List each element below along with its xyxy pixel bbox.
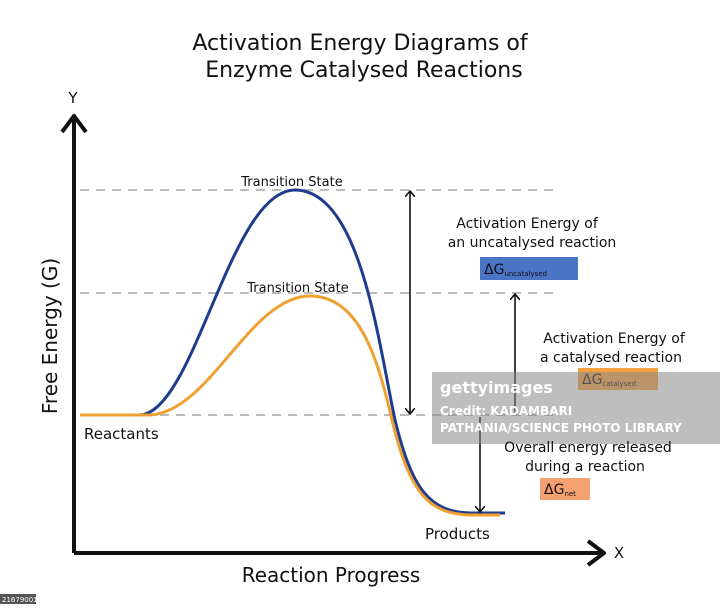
- delta-symbol: ΔG: [544, 482, 564, 498]
- x-axis-label: Reaction Progress: [242, 563, 421, 587]
- products-label: Products: [425, 525, 490, 543]
- uncatalysed-curve: [80, 188, 505, 515]
- delta-box: [540, 478, 590, 500]
- delta-label: ΔGnet: [544, 482, 576, 498]
- title-line: Activation Energy Diagrams of: [192, 31, 529, 56]
- reactants-label: Reactants: [84, 425, 159, 443]
- x-letter: X: [614, 544, 624, 562]
- annotation-line: Overall energy released: [504, 440, 672, 456]
- delta-label: ΔGuncatalysed: [484, 262, 547, 278]
- y-letter: Y: [67, 89, 78, 107]
- image-id: 2167900150: [2, 596, 47, 604]
- delta-symbol: ΔG: [484, 262, 504, 278]
- catalysed-curve: [80, 294, 500, 517]
- watermark-brand: gettyimages: [440, 378, 553, 397]
- y-axis-label: Free Energy (G): [38, 258, 62, 414]
- annotation-line: Activation Energy of: [543, 331, 686, 347]
- title-line: Enzyme Catalysed Reactions: [205, 58, 522, 83]
- delta-subscript: net: [564, 490, 576, 498]
- image-id-box: [0, 594, 36, 604]
- delta-box: [480, 257, 578, 280]
- annotation-line: an uncatalysed reaction: [448, 235, 617, 251]
- delta-subscript: uncatalysed: [504, 270, 547, 278]
- watermark-credit: PATHANIA/SCIENCE PHOTO LIBRARY: [440, 421, 682, 435]
- transition-state-label: Transition State: [246, 281, 348, 296]
- watermark-panel: [432, 372, 720, 444]
- annotation-line: a catalysed reaction: [540, 350, 682, 366]
- y-axis: [60, 114, 88, 553]
- annotation-line: during a reaction: [525, 459, 645, 475]
- watermark-credit: Credit: KADAMBARI: [440, 404, 572, 418]
- annotation-line: Activation Energy of: [456, 216, 599, 232]
- transition-state-label: Transition State: [240, 175, 342, 190]
- x-axis: [74, 539, 606, 567]
